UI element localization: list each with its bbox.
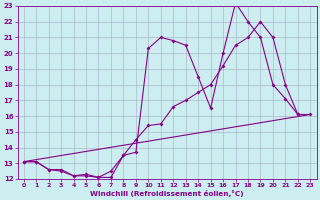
X-axis label: Windchill (Refroidissement éolien,°C): Windchill (Refroidissement éolien,°C) [90,190,244,197]
